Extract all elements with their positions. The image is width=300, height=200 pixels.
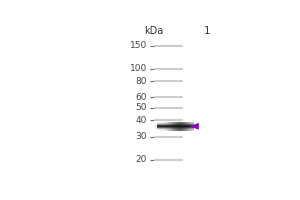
Bar [165,122,166,131]
Bar [162,122,163,131]
Bar [172,122,173,131]
Bar [155,124,197,125]
Bar [155,128,197,129]
Bar [155,123,197,124]
Bar [193,122,194,131]
Bar [167,122,168,131]
Bar [155,131,197,132]
Bar [155,125,197,126]
Bar [187,122,188,131]
Bar [176,122,177,131]
Bar [184,122,185,131]
Bar [180,122,181,131]
Bar [185,122,186,131]
Text: 60: 60 [135,93,147,102]
Text: 50: 50 [135,103,147,112]
Bar [155,130,197,131]
Text: 150: 150 [130,41,147,50]
Bar [168,122,169,131]
Bar [177,122,178,131]
Bar [190,122,191,131]
Bar [170,122,171,131]
Bar [155,132,197,133]
Text: 100: 100 [130,64,147,73]
Text: 80: 80 [135,77,147,86]
Bar [171,122,172,131]
Bar [178,122,180,131]
Bar [160,122,161,131]
Text: 1: 1 [204,26,211,36]
Bar [186,122,187,131]
Bar [155,126,197,127]
Bar [174,122,175,131]
Bar [191,122,192,131]
Bar [155,121,197,122]
Bar [164,122,165,131]
Bar [155,120,197,121]
Bar [158,122,159,131]
Text: 20: 20 [135,155,147,164]
Bar [169,122,170,131]
Bar [163,122,164,131]
Bar [188,122,189,131]
Bar [183,122,184,131]
Text: 30: 30 [135,132,147,141]
Bar [173,122,174,131]
Bar [159,122,160,131]
Text: 40: 40 [135,116,147,125]
Bar [161,122,162,131]
Bar [155,122,197,123]
Bar [157,122,158,131]
Bar [181,122,182,131]
Bar [182,122,183,131]
Bar [192,122,193,131]
Bar [155,127,197,128]
Polygon shape [190,123,199,130]
Bar [175,122,176,131]
Bar [189,122,190,131]
Bar [166,122,167,131]
Bar [155,129,197,130]
Text: kDa: kDa [144,26,164,36]
